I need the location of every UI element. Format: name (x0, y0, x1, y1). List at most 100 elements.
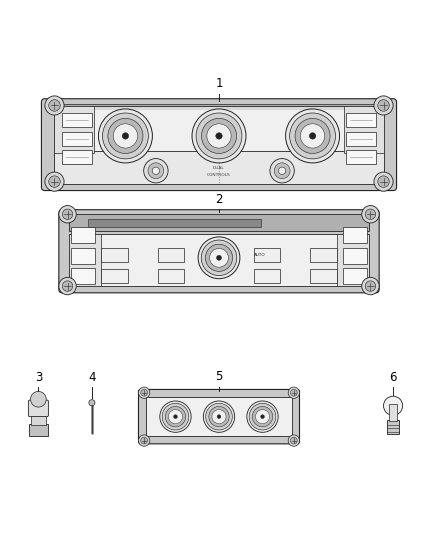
Circle shape (45, 172, 64, 191)
Bar (71, 227, 95, 244)
Bar (146, 397, 292, 437)
Bar (158, 269, 184, 283)
Circle shape (378, 176, 389, 188)
FancyBboxPatch shape (138, 390, 300, 444)
Bar (53, 151, 385, 183)
Circle shape (261, 415, 265, 418)
Text: AUTO: AUTO (254, 253, 265, 257)
Circle shape (205, 244, 233, 271)
Circle shape (141, 437, 148, 444)
Circle shape (144, 158, 168, 183)
Bar (346, 114, 376, 127)
Circle shape (169, 409, 183, 424)
Circle shape (196, 113, 242, 159)
Circle shape (152, 167, 159, 174)
Circle shape (89, 400, 95, 406)
Bar (344, 107, 385, 153)
Text: 4: 4 (88, 371, 95, 384)
Bar (336, 233, 369, 286)
Circle shape (31, 391, 46, 407)
Circle shape (122, 133, 129, 139)
Circle shape (102, 113, 148, 159)
Circle shape (209, 407, 229, 427)
Circle shape (45, 96, 64, 115)
Circle shape (252, 407, 273, 427)
Bar (31, 416, 46, 425)
Bar (62, 114, 92, 127)
Circle shape (309, 133, 316, 139)
Circle shape (160, 401, 191, 432)
Circle shape (99, 109, 152, 163)
Circle shape (288, 435, 300, 446)
Circle shape (165, 407, 186, 427)
Text: 3: 3 (35, 371, 42, 384)
Text: 2: 2 (215, 192, 223, 206)
Circle shape (270, 158, 294, 183)
FancyBboxPatch shape (28, 400, 48, 417)
Bar (346, 132, 376, 146)
Circle shape (217, 415, 221, 418)
Circle shape (290, 113, 336, 159)
Circle shape (162, 403, 189, 430)
Circle shape (141, 389, 148, 396)
Bar (62, 132, 92, 146)
Circle shape (255, 409, 269, 424)
Circle shape (207, 124, 231, 148)
Circle shape (138, 435, 150, 446)
Bar (158, 248, 184, 262)
Circle shape (49, 100, 60, 111)
Bar (53, 107, 94, 153)
Circle shape (365, 209, 376, 220)
Bar (389, 405, 397, 421)
Bar (88, 219, 261, 227)
Circle shape (59, 206, 76, 223)
Bar (343, 268, 367, 284)
Circle shape (148, 163, 164, 179)
Bar (69, 233, 369, 286)
Circle shape (216, 255, 222, 260)
Bar (343, 227, 367, 244)
Bar (29, 424, 48, 436)
Circle shape (286, 109, 339, 163)
Circle shape (49, 176, 60, 188)
Text: 6: 6 (389, 371, 397, 384)
FancyBboxPatch shape (42, 99, 396, 191)
Circle shape (173, 415, 177, 418)
Circle shape (362, 206, 379, 223)
Bar (346, 150, 376, 164)
Text: CONTROLS: CONTROLS (207, 173, 231, 177)
Bar (69, 214, 369, 231)
Text: DUAL: DUAL (213, 166, 225, 171)
Circle shape (59, 277, 76, 295)
Circle shape (210, 248, 228, 267)
Bar (53, 107, 385, 110)
Circle shape (113, 124, 138, 148)
Bar (310, 269, 336, 283)
Circle shape (201, 118, 237, 154)
Text: 1: 1 (215, 77, 223, 90)
Circle shape (290, 389, 297, 396)
Bar (254, 248, 280, 262)
Circle shape (62, 281, 73, 292)
Circle shape (378, 100, 389, 111)
Bar (69, 233, 102, 286)
Circle shape (295, 118, 330, 154)
Circle shape (374, 172, 393, 191)
Bar (102, 269, 128, 283)
Bar (387, 420, 399, 434)
Bar (254, 269, 280, 283)
Circle shape (290, 437, 297, 444)
Circle shape (362, 277, 379, 295)
Bar (71, 248, 95, 264)
Circle shape (365, 281, 376, 292)
Bar (102, 248, 128, 262)
Circle shape (192, 109, 246, 163)
Circle shape (279, 167, 286, 174)
Circle shape (212, 409, 226, 424)
Bar (310, 248, 336, 262)
Circle shape (247, 401, 278, 432)
Circle shape (384, 396, 403, 415)
Circle shape (201, 240, 237, 276)
Circle shape (138, 387, 150, 398)
FancyBboxPatch shape (59, 209, 379, 293)
